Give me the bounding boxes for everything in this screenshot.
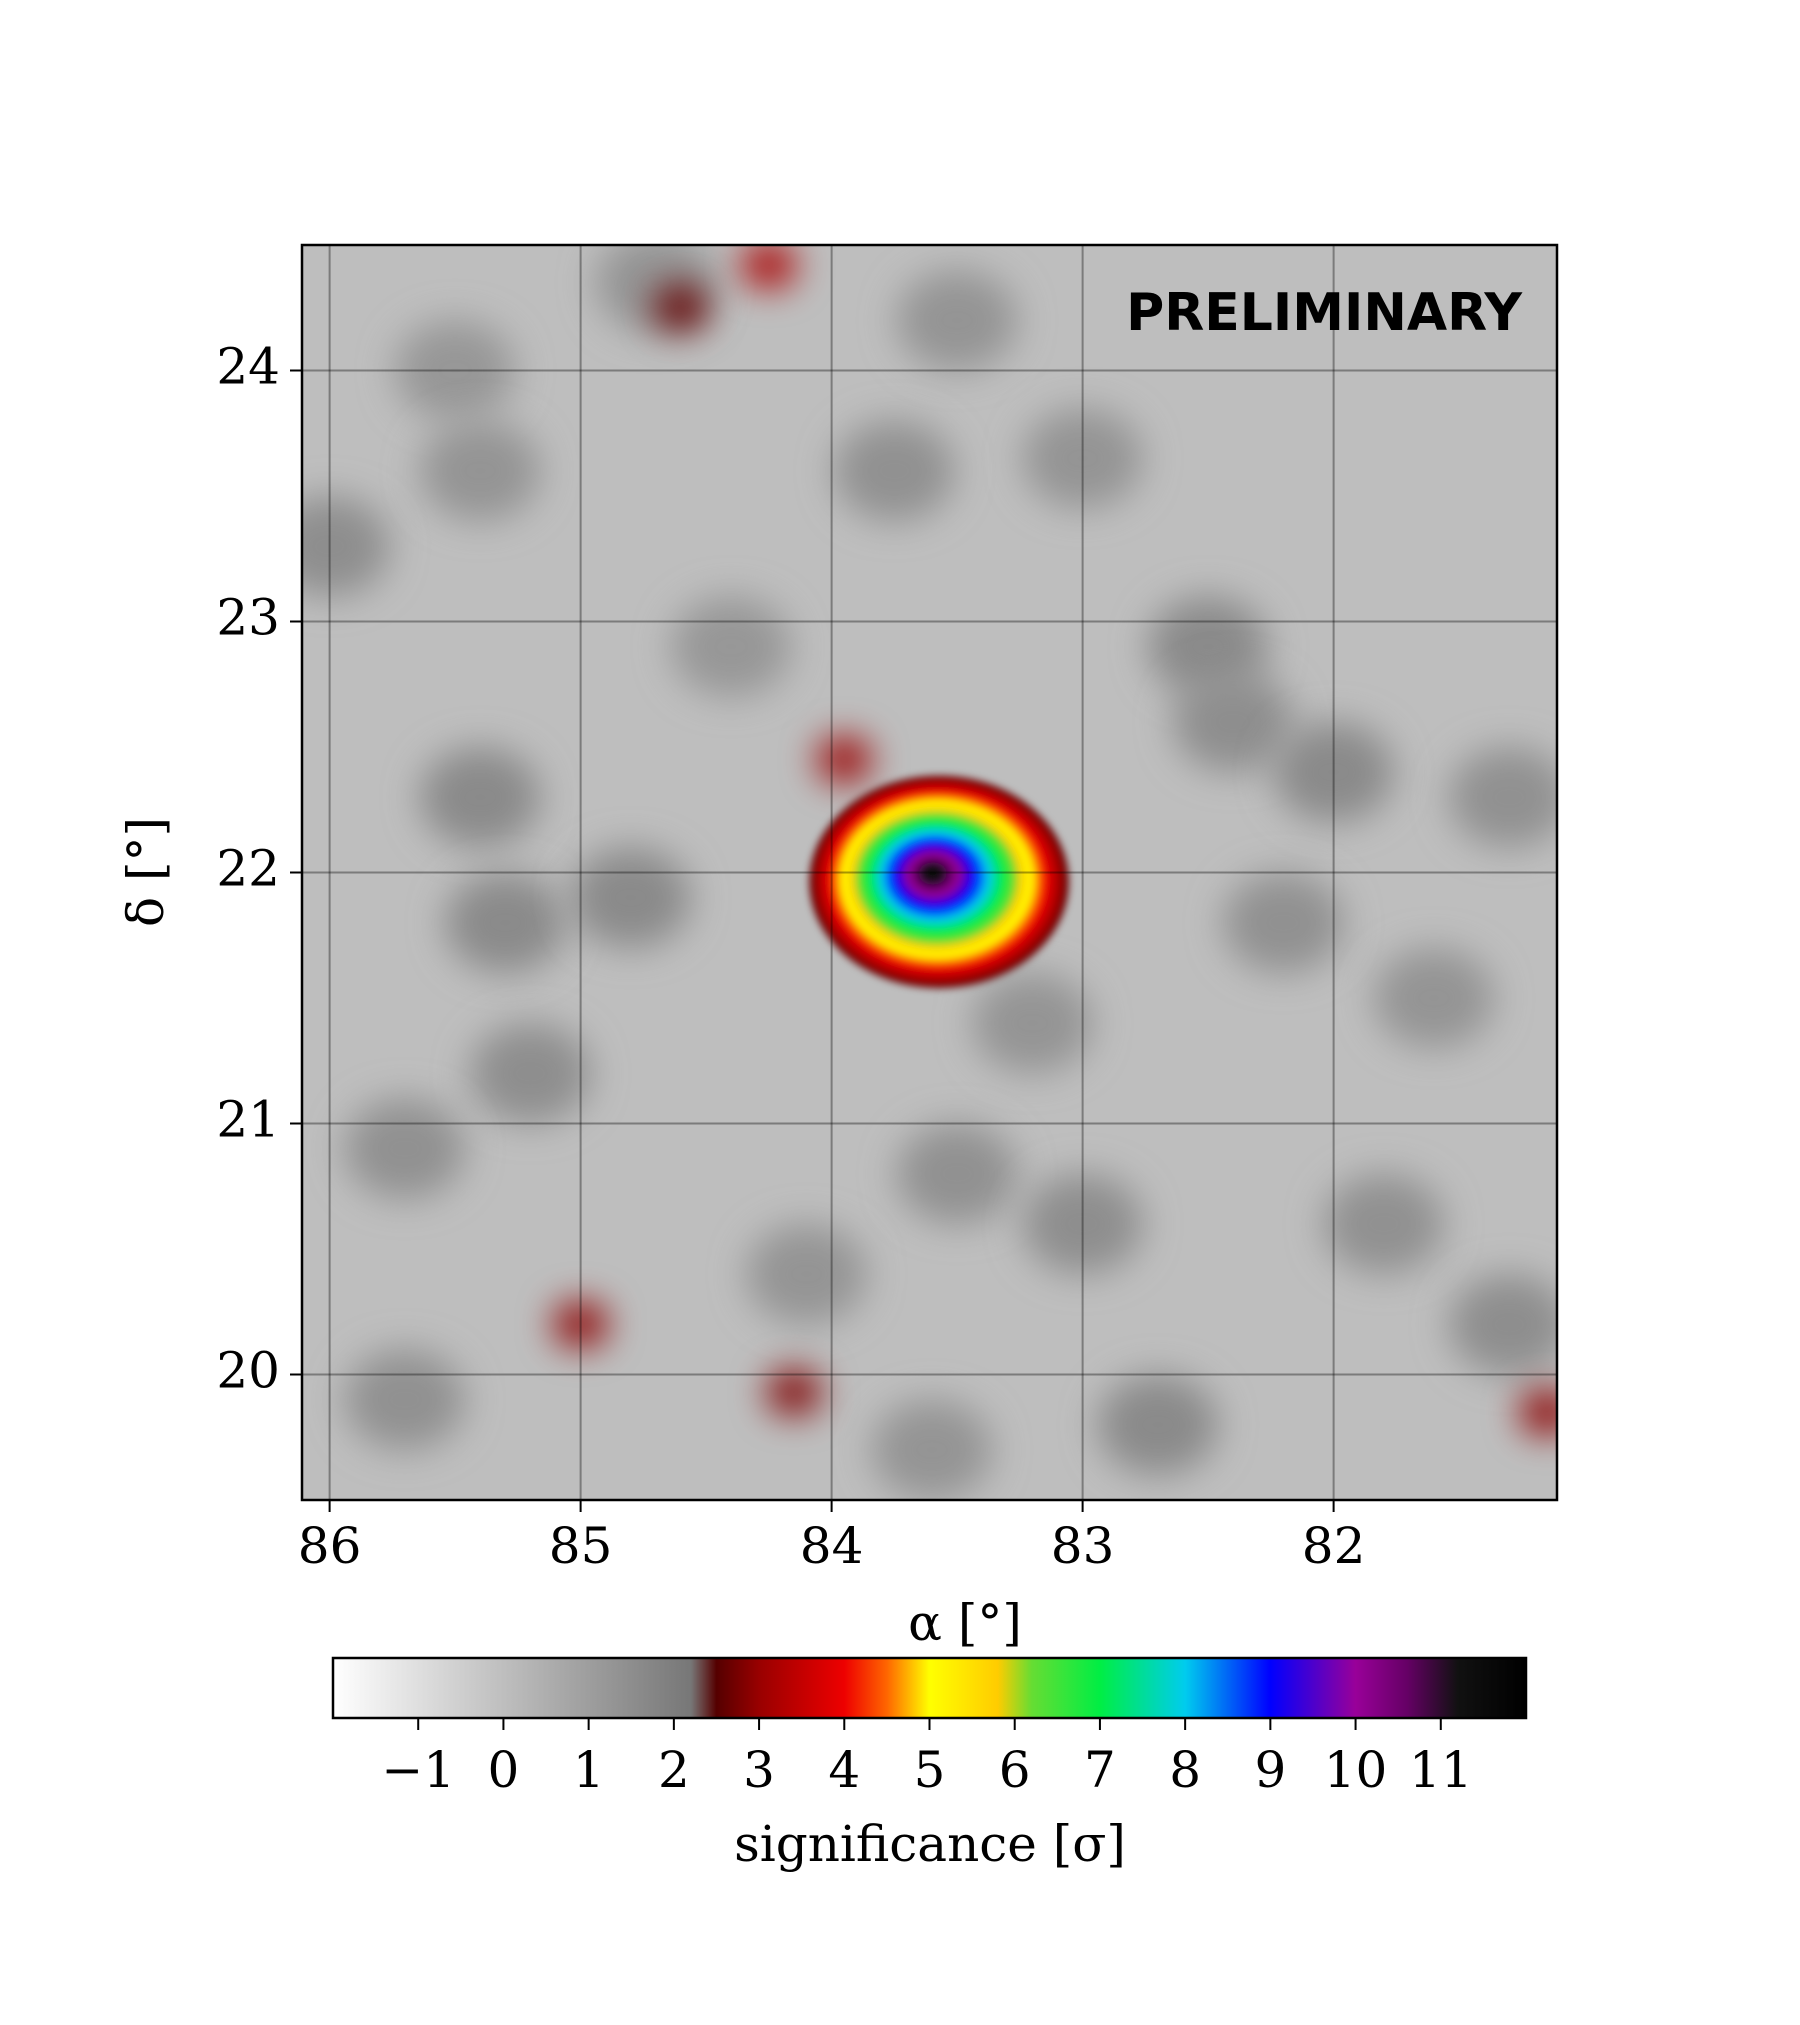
significance-blob: [1097, 1374, 1219, 1475]
x-tick-label: 85: [549, 1517, 613, 1575]
significance-blob: [972, 972, 1093, 1074]
significance-blob: [817, 736, 872, 783]
significance-blob: [871, 1399, 993, 1500]
y-tick-label: 24: [216, 338, 280, 396]
significance-blob: [1147, 596, 1269, 697]
significance-blob: [419, 420, 541, 522]
x-tick-label: 84: [800, 1517, 864, 1575]
significance-blob: [302, 496, 390, 597]
significance-blob: [1223, 872, 1344, 973]
annotation: PRELIMINARY: [1126, 283, 1523, 343]
colorbar-tick-label: 0: [488, 1741, 520, 1799]
significance-blob: [1022, 1173, 1143, 1275]
significance-blob: [1373, 947, 1495, 1049]
colorbar-tick-label: 9: [1254, 1741, 1286, 1799]
significance-blob: [344, 1098, 466, 1199]
significance-blob: [570, 847, 692, 948]
colorbar-tick-label: 3: [743, 1741, 775, 1799]
colorbar-tick-label: 4: [828, 1741, 860, 1799]
significance-blob: [896, 270, 1018, 371]
axes: 86 85 84 83 82 20 21 22 23 24: [216, 245, 1557, 1575]
y-tick-label: 22: [216, 840, 280, 898]
x-tick-label: 82: [1302, 1517, 1366, 1575]
significance-blob: [1172, 671, 1294, 773]
x-tick-label: 83: [1051, 1517, 1115, 1575]
significance-blob: [1449, 747, 1557, 848]
colorbar-tick-label: 10: [1324, 1741, 1388, 1799]
significance-blob: [1022, 408, 1143, 509]
significance-blob: [766, 1369, 822, 1415]
plot-frame: [300, 243, 1559, 1502]
significance-blob: [653, 285, 709, 331]
significance-blob: [445, 872, 566, 973]
x-axis-label: α [°]: [908, 1594, 1022, 1652]
y-axis-label: δ [°]: [117, 817, 175, 927]
colorbar: [331, 1656, 1528, 1720]
significance-blob: [746, 1223, 867, 1325]
colorbar-tick-label: 11: [1409, 1741, 1473, 1799]
source: [809, 775, 1069, 989]
significance-blob: [419, 747, 541, 848]
significance-blob: [670, 596, 792, 697]
colorbar-tick-label: 2: [658, 1741, 690, 1799]
significance-blob: [1273, 721, 1394, 823]
significance-blob: [1323, 1173, 1445, 1275]
colorbar-tick-label: 7: [1084, 1741, 1116, 1799]
significance-blob: [896, 1123, 1018, 1224]
y-tick-label: 21: [216, 1091, 280, 1149]
significance-blob: [553, 1301, 608, 1347]
significance-blob: [394, 320, 516, 421]
colorbar-tick-label: 1: [573, 1741, 605, 1799]
y-tick-label: 23: [216, 589, 280, 647]
colorbar-tick-label: 8: [1169, 1741, 1201, 1799]
colorbar-tick-label: 5: [914, 1741, 946, 1799]
significance-blob: [834, 420, 955, 522]
y-tick-label: 20: [216, 1342, 280, 1400]
colorbar-label: significance [σ]: [734, 1815, 1126, 1873]
map: [302, 245, 1557, 1500]
significance-blob: [344, 1349, 466, 1450]
significance-blob: [741, 245, 796, 288]
significance-blob: [1449, 1274, 1557, 1375]
colorbar-tick-label: 6: [999, 1741, 1031, 1799]
significance-blob: [1519, 1389, 1557, 1435]
significance-blob: [470, 1023, 591, 1124]
colorbar-tick-label: −1: [381, 1741, 455, 1799]
x-tick-label: 86: [298, 1517, 362, 1575]
